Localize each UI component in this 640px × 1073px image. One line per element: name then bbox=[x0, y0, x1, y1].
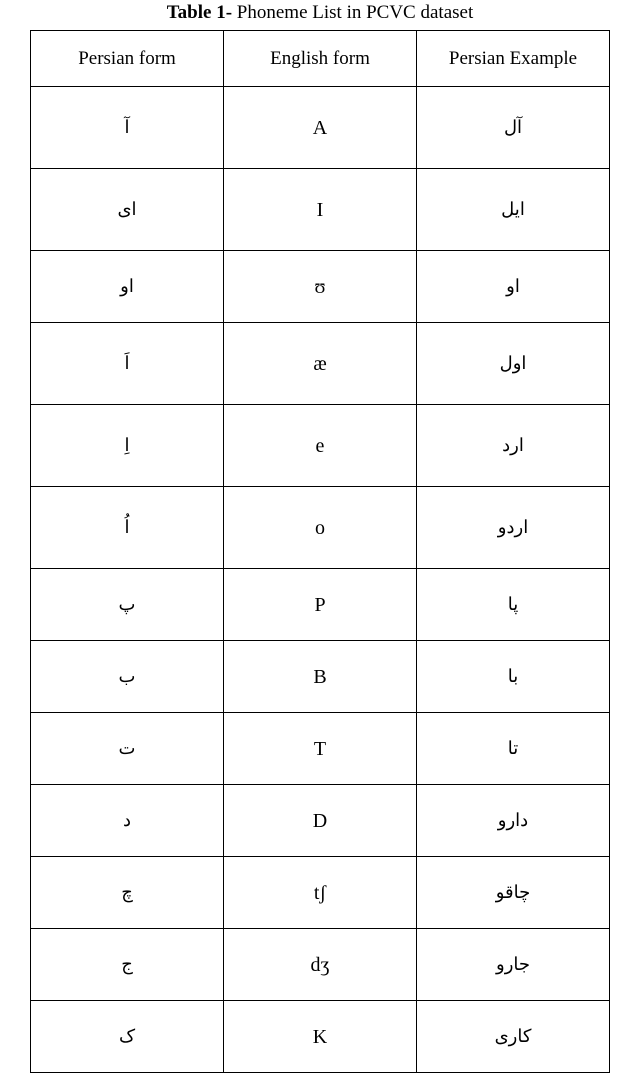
table-body: آAآلایIایلاوʊاواَæاولاِeارداُoاردوپPپابB… bbox=[31, 87, 610, 1073]
cell-english-form: dʒ bbox=[224, 929, 417, 1001]
table-row: پPپا bbox=[31, 569, 610, 641]
cell-persian-example: جارو bbox=[417, 929, 610, 1001]
table-row: جdʒجارو bbox=[31, 929, 610, 1001]
cell-persian-form: ب bbox=[31, 641, 224, 713]
cell-persian-example: ایل bbox=[417, 169, 610, 251]
table-row: بBبا bbox=[31, 641, 610, 713]
table-row: چtʃچاقو bbox=[31, 857, 610, 929]
cell-persian-form: ای bbox=[31, 169, 224, 251]
table-row: اِeارد bbox=[31, 405, 610, 487]
header-english-form: English form bbox=[224, 31, 417, 87]
cell-persian-example: آل bbox=[417, 87, 610, 169]
cell-persian-form: ج bbox=[31, 929, 224, 1001]
header-row: Persian form English form Persian Exampl… bbox=[31, 31, 610, 87]
cell-persian-form: اَ bbox=[31, 323, 224, 405]
cell-english-form: A bbox=[224, 87, 417, 169]
cell-persian-example: پا bbox=[417, 569, 610, 641]
table-caption: Table 1- Phoneme List in PCVC dataset bbox=[30, 0, 610, 30]
cell-persian-form: د bbox=[31, 785, 224, 857]
cell-persian-example: چاقو bbox=[417, 857, 610, 929]
cell-english-form: D bbox=[224, 785, 417, 857]
cell-persian-example: تا bbox=[417, 713, 610, 785]
cell-persian-example: او bbox=[417, 251, 610, 323]
header-persian-example: Persian Example bbox=[417, 31, 610, 87]
cell-persian-example: ارد bbox=[417, 405, 610, 487]
cell-persian-form: ت bbox=[31, 713, 224, 785]
cell-english-form: I bbox=[224, 169, 417, 251]
cell-persian-form: چ bbox=[31, 857, 224, 929]
cell-english-form: e bbox=[224, 405, 417, 487]
cell-persian-form: آ bbox=[31, 87, 224, 169]
cell-persian-example: با bbox=[417, 641, 610, 713]
cell-english-form: o bbox=[224, 487, 417, 569]
header-persian-form: Persian form bbox=[31, 31, 224, 87]
cell-english-form: æ bbox=[224, 323, 417, 405]
cell-persian-form: اُ bbox=[31, 487, 224, 569]
table-row: دDدارو bbox=[31, 785, 610, 857]
cell-persian-example: اول bbox=[417, 323, 610, 405]
cell-persian-form: پ bbox=[31, 569, 224, 641]
cell-english-form: B bbox=[224, 641, 417, 713]
cell-persian-example: دارو bbox=[417, 785, 610, 857]
caption-rest: Phoneme List in PCVC dataset bbox=[232, 2, 473, 23]
table-row: اُoاردو bbox=[31, 487, 610, 569]
cell-english-form: T bbox=[224, 713, 417, 785]
cell-english-form: ʊ bbox=[224, 251, 417, 323]
table-row: ایIایل bbox=[31, 169, 610, 251]
table-row: اوʊاو bbox=[31, 251, 610, 323]
cell-english-form: P bbox=[224, 569, 417, 641]
cell-persian-example: اردو bbox=[417, 487, 610, 569]
table-row: آAآل bbox=[31, 87, 610, 169]
table-row: تTتا bbox=[31, 713, 610, 785]
cell-persian-form: او bbox=[31, 251, 224, 323]
phoneme-table: Persian form English form Persian Exampl… bbox=[30, 30, 610, 1073]
caption-prefix: Table 1- bbox=[167, 2, 232, 23]
table-row: اَæاول bbox=[31, 323, 610, 405]
cell-english-form: tʃ bbox=[224, 857, 417, 929]
table-container: Table 1- Phoneme List in PCVC dataset Pe… bbox=[0, 0, 640, 1073]
cell-persian-form: اِ bbox=[31, 405, 224, 487]
